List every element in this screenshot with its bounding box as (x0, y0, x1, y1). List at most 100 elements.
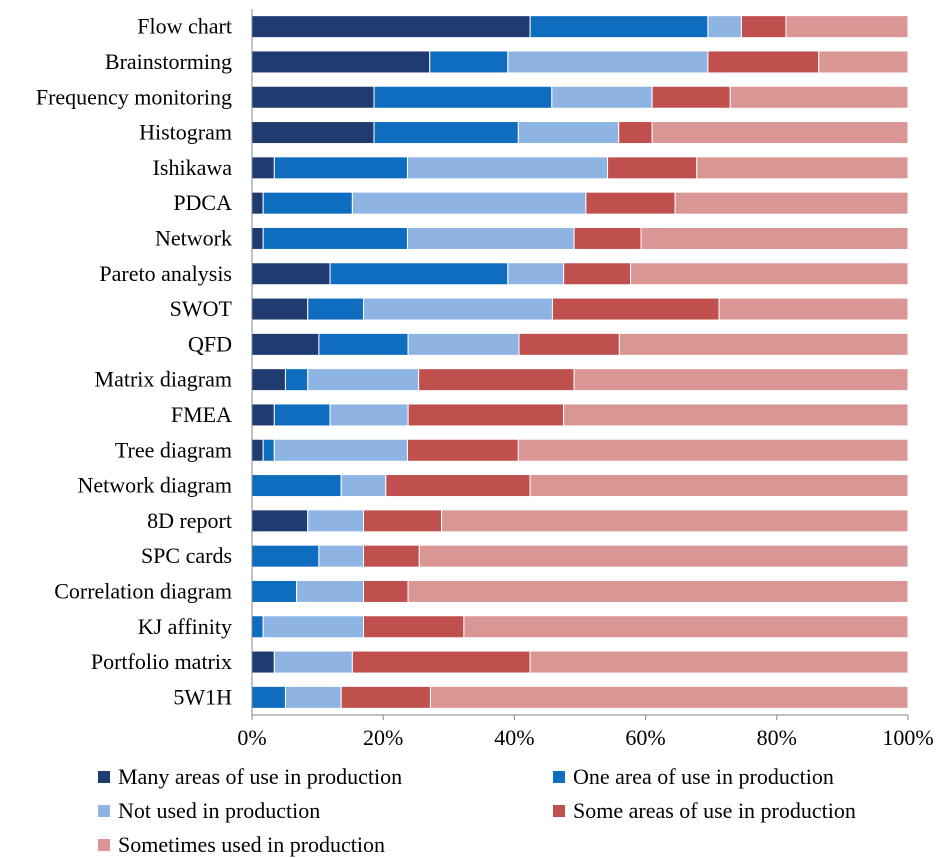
bar-segment (507, 50, 709, 74)
category-label: Correlation diagram (54, 578, 232, 603)
bar-segment (251, 262, 331, 286)
legend-label: Sometimes used in production (118, 832, 386, 857)
bar-segment (251, 15, 531, 39)
bar-row (251, 650, 909, 674)
x-tick-label: 0% (237, 725, 266, 750)
bar-segment (262, 438, 275, 462)
bar-segment (573, 226, 642, 250)
bar-row (251, 615, 909, 639)
bar-row (251, 544, 909, 568)
bar-segment (262, 226, 408, 250)
bar-segment (373, 85, 553, 109)
bar-segment (262, 191, 353, 215)
bar-segment (251, 685, 286, 709)
bar-segment (296, 579, 365, 603)
bar-segment (251, 403, 275, 427)
bar-segment (251, 226, 264, 250)
bar-segment (740, 15, 787, 39)
bar-segment (463, 615, 909, 639)
bar-row (251, 579, 909, 603)
bar-segment (407, 579, 909, 603)
bar-row (251, 332, 909, 356)
bar-segment (273, 403, 331, 427)
bars-layer (251, 15, 909, 709)
bar-row (251, 368, 909, 392)
legend-item: Sometimes used in production (98, 832, 385, 858)
bar-segment (307, 297, 365, 321)
bar-segment (585, 191, 676, 215)
legend-label: One area of use in production (573, 764, 834, 789)
bar-segment (618, 121, 653, 145)
bar-segment (340, 685, 431, 709)
legend-item: Many areas of use in production (98, 764, 402, 790)
bar-segment (517, 438, 909, 462)
bar-segment (273, 650, 353, 674)
bar-row (251, 226, 909, 250)
bar-segment (551, 85, 653, 109)
bar-segment (518, 332, 620, 356)
x-axis: 0% 20% 40% 60% 80% 100% (237, 9, 934, 750)
bar-segment (284, 368, 309, 392)
bar-segment (785, 15, 909, 39)
bar-segment (529, 650, 909, 674)
x-tick-label: 80% (757, 725, 797, 750)
x-tick-label: 60% (625, 725, 665, 750)
bar-row (251, 191, 909, 215)
bar-segment (251, 509, 309, 533)
bar-segment (251, 191, 264, 215)
bar-segment (329, 262, 509, 286)
legend-label: Many areas of use in production (118, 764, 403, 789)
bar-segment (529, 474, 909, 498)
category-label: 5W1H (173, 684, 232, 709)
bar-segment (307, 368, 420, 392)
bar-segment (651, 85, 731, 109)
bar-row (251, 685, 909, 709)
x-tick-label: 40% (494, 725, 534, 750)
bar-segment (696, 156, 909, 180)
bar-segment (607, 156, 698, 180)
bar-segment (273, 438, 408, 462)
bar-segment (307, 509, 365, 533)
bar-segment (251, 50, 431, 74)
category-labels: Flow chart Brainstorming Frequency monitor… (36, 14, 233, 710)
bar-segment (363, 297, 553, 321)
category-label: Matrix diagram (95, 367, 232, 392)
legend-swatch (553, 771, 565, 783)
x-tick-label: 20% (363, 725, 403, 750)
bar-row (251, 15, 909, 39)
category-label: Tree diagram (115, 437, 232, 462)
category-label: Flow chart (137, 14, 232, 39)
bar-segment (340, 474, 387, 498)
legend-item: Some areas of use in production (553, 798, 856, 824)
bar-row (251, 121, 909, 145)
category-label: PDCA (173, 190, 232, 215)
bar-segment (407, 332, 520, 356)
bar-segment (318, 544, 365, 568)
bar-segment (818, 50, 909, 74)
category-label: KJ affinity (138, 614, 232, 639)
legend-swatch (98, 839, 110, 851)
category-label: Ishikawa (153, 155, 233, 180)
bar-segment (707, 50, 820, 74)
category-label: Network (155, 225, 232, 250)
legend-item: Not used in production (98, 798, 320, 824)
legend-swatch (98, 771, 110, 783)
bar-segment (674, 191, 909, 215)
bar-row (251, 509, 909, 533)
bar-segment (517, 121, 620, 145)
bar-segment (363, 544, 420, 568)
bar-segment (251, 297, 309, 321)
bar-segment (251, 368, 286, 392)
bar-segment (529, 15, 709, 39)
category-label: 8D report (147, 508, 232, 533)
bar-segment (251, 579, 298, 603)
bar-segment (329, 403, 409, 427)
bar-segment (251, 332, 320, 356)
bar-segment (707, 15, 742, 39)
legend-swatch (553, 805, 565, 817)
bar-segment (363, 509, 443, 533)
bar-row (251, 85, 909, 109)
bar-segment (573, 368, 909, 392)
bar-segment (351, 191, 587, 215)
bar-segment (407, 403, 565, 427)
